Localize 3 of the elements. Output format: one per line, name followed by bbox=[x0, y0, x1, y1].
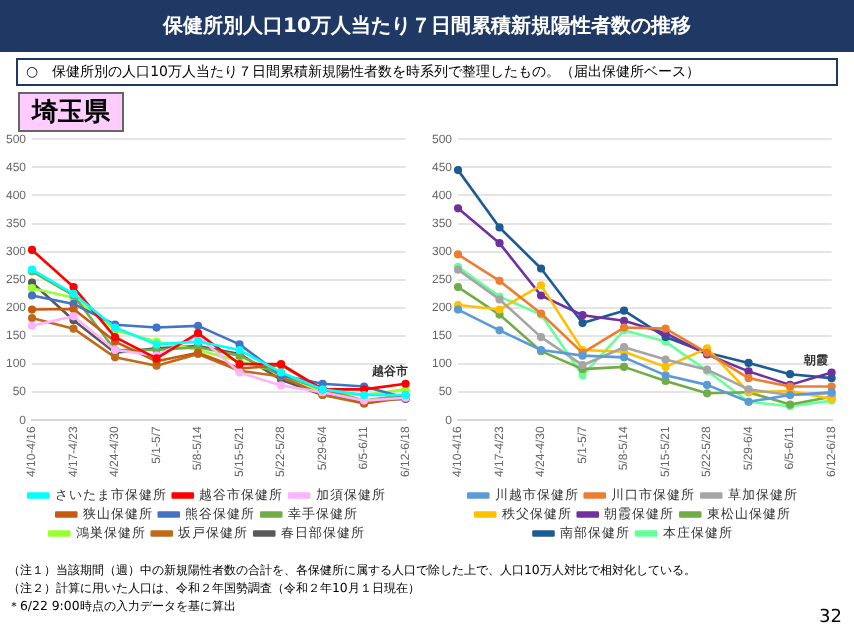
chart-title: 保健所別人口10万人当たり７日間累積新規陽性者数の推移 bbox=[163, 16, 691, 38]
text: 32 bbox=[819, 608, 842, 628]
text: 埼玉県 bbox=[18, 92, 124, 132]
